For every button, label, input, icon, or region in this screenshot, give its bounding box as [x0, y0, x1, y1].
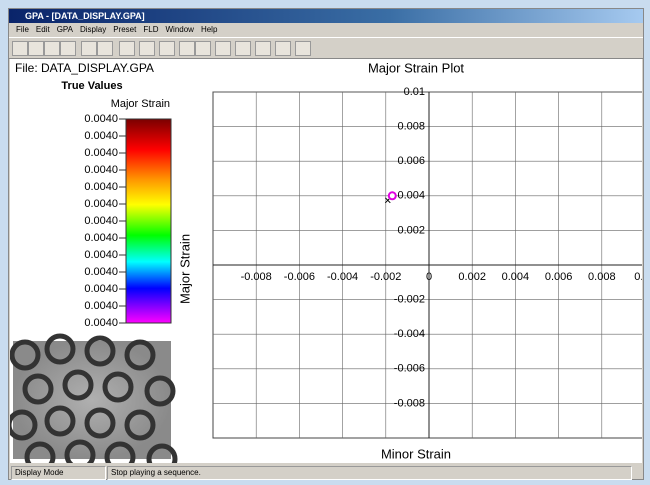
mode-label: True Values — [61, 80, 122, 92]
display: File: DATA_DISPLAY.GPA True Values Major… — [10, 60, 642, 463]
status-mode: Display Mode — [11, 466, 106, 480]
colorbar-label: 0.0040 — [84, 130, 118, 142]
x-tick-label: 0.008 — [588, 271, 616, 283]
y-tick-label: -0.006 — [394, 363, 425, 375]
y-tick-label: 0.006 — [397, 155, 425, 167]
x-tick-label: -0.006 — [284, 271, 315, 283]
x-tick-label: 0.01 — [634, 271, 642, 283]
chart-title: Major Strain Plot — [368, 60, 464, 75]
toolbar-button[interactable] — [195, 41, 211, 56]
menu-bar: File Edit GPA Display Preset FLD Window Help — [9, 23, 643, 37]
colorbar-label: 0.0040 — [84, 249, 118, 261]
menu-item[interactable]: Help — [200, 25, 218, 34]
y-tick-label: -0.002 — [394, 294, 425, 306]
title-bar: GPA - [DATA_DISPLAY.GPA] — [9, 9, 643, 23]
x-tick-label: -0.004 — [327, 271, 358, 283]
status-message: Stop playing a sequence. — [107, 466, 632, 480]
y-tick-label: 0.01 — [404, 86, 425, 98]
colorbar-label: 0.0040 — [84, 317, 118, 329]
toolbar-button[interactable] — [275, 41, 291, 56]
point — [387, 191, 397, 201]
toolbar-button[interactable] — [81, 41, 97, 56]
toolbar-button[interactable] — [44, 41, 60, 56]
colorbar-label: 0.0040 — [84, 232, 118, 244]
colorbar-label: 0.0040 — [84, 266, 118, 278]
x-tick-label: 0.004 — [502, 271, 530, 283]
window: GPA - [DATA_DISPLAY.GPA] File Edit GPA Disp… — [8, 8, 644, 480]
colorbar-label: 0.0040 — [84, 113, 118, 125]
colorbar-title: Major Strain — [111, 98, 170, 110]
colorbar-label: 0.0040 — [84, 164, 118, 176]
toolbar-button[interactable] — [97, 41, 113, 56]
sample-image — [10, 333, 178, 463]
content: File: DATA_DISPLAY.GPA True Values Major… — [10, 59, 642, 463]
colorbar-label: 0.0040 — [84, 215, 118, 227]
file-label: File: DATA_DISPLAY.GPA — [15, 61, 154, 75]
x-tick-label: -0.002 — [370, 271, 401, 283]
menu-item[interactable]: FLD — [143, 25, 159, 34]
toolbar-button[interactable] — [12, 41, 28, 56]
x-tick-label: 0.006 — [545, 271, 573, 283]
y-tick-label: -0.008 — [394, 397, 425, 409]
toolbar-button[interactable] — [60, 41, 76, 56]
toolbar-button[interactable] — [179, 41, 195, 56]
toolbar-button[interactable] — [255, 41, 271, 56]
x-tick-label: -0.008 — [241, 271, 272, 283]
menu-item[interactable]: Edit — [35, 25, 50, 34]
colorbar-axis-label: Major Strain — [177, 234, 192, 304]
y-tick-label: 0.002 — [397, 224, 425, 236]
x-axis-label: Minor Strain — [381, 446, 451, 461]
colorbar-label: 0.0040 — [84, 147, 118, 159]
toolbar-button[interactable] — [28, 41, 44, 56]
colorbar-label: 0.0040 — [84, 198, 118, 210]
colorbar-label: 0.0040 — [84, 181, 118, 193]
menu-item[interactable]: GPA — [56, 25, 73, 34]
colorbar-label: 0.0040 — [84, 283, 118, 295]
toolbar-button[interactable] — [119, 41, 135, 56]
y-tick-label: -0.004 — [394, 328, 425, 340]
toolbar — [9, 37, 643, 59]
menu-item[interactable]: Window — [165, 25, 194, 34]
window-title: GPA - [DATA_DISPLAY.GPA] — [25, 11, 145, 21]
toolbar-button[interactable] — [159, 41, 175, 56]
menu-item[interactable]: Preset — [113, 25, 137, 34]
colorbar — [125, 118, 172, 324]
status-bar: Display Mode Stop playing a sequence. — [9, 465, 643, 480]
toolbar-button[interactable] — [235, 41, 251, 56]
menu-item[interactable]: Display — [80, 25, 107, 34]
toolbar-button[interactable] — [215, 41, 231, 56]
x-tick-label: 0.002 — [458, 271, 486, 283]
y-tick-label: 0.004 — [397, 190, 425, 202]
colorbar-label: 0.0040 — [84, 300, 118, 312]
toolbar-button[interactable] — [295, 41, 311, 56]
toolbar-button[interactable] — [139, 41, 155, 56]
menu-item[interactable]: File — [16, 25, 29, 34]
y-tick-label: 0.008 — [397, 121, 425, 133]
